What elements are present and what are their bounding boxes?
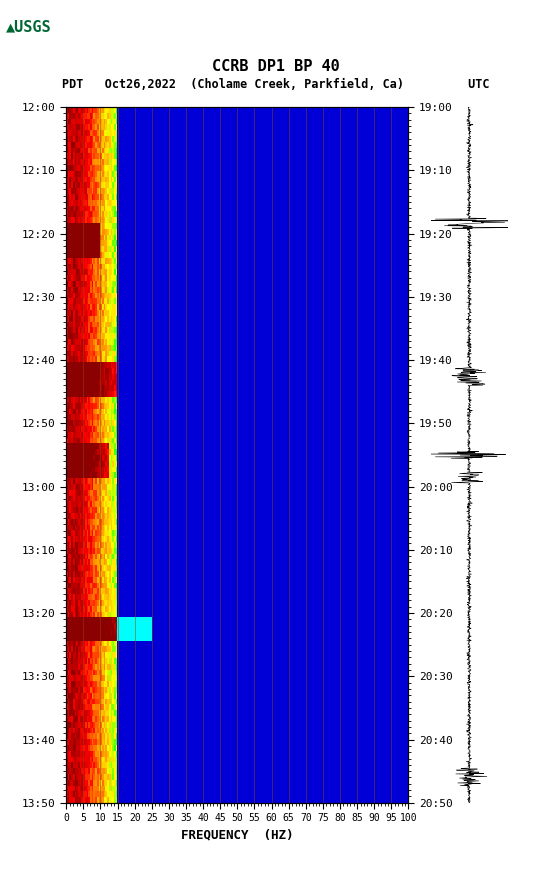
Text: CCRB DP1 BP 40: CCRB DP1 BP 40 <box>212 60 340 74</box>
Text: PDT   Oct26,2022  (Cholame Creek, Parkfield, Ca)         UTC: PDT Oct26,2022 (Cholame Creek, Parkfield… <box>62 78 490 91</box>
X-axis label: FREQUENCY  (HZ): FREQUENCY (HZ) <box>181 829 294 842</box>
Text: ▲USGS: ▲USGS <box>6 20 51 34</box>
